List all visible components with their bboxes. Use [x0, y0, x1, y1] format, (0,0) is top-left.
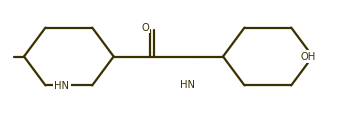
Text: OH: OH — [300, 52, 315, 62]
Text: O: O — [141, 23, 149, 33]
Text: HN: HN — [180, 79, 195, 89]
Text: HN: HN — [54, 80, 69, 90]
